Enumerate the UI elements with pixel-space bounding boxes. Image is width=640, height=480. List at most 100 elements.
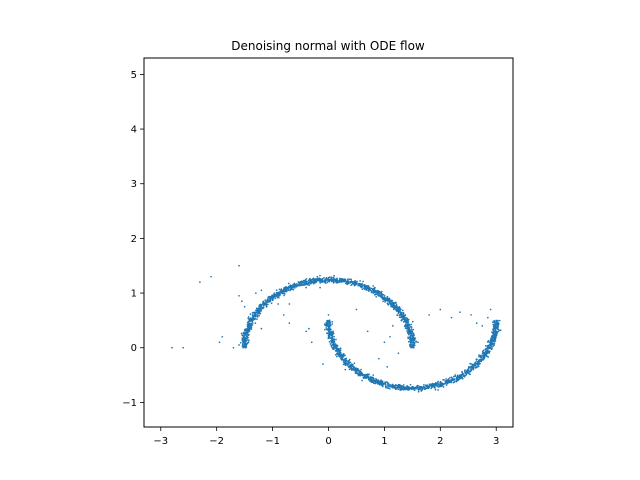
data-point: [325, 280, 327, 282]
data-point: [357, 284, 360, 287]
data-point: [408, 326, 411, 329]
data-point: [409, 336, 411, 338]
data-point: [271, 295, 274, 297]
data-point: [254, 292, 257, 294]
data-point: [412, 343, 415, 346]
data-point: [457, 375, 460, 378]
data-point: [332, 330, 334, 333]
data-point: [329, 343, 332, 345]
data-point: [417, 388, 420, 391]
data-point: [499, 329, 502, 332]
data-point: [465, 374, 468, 376]
data-point: [244, 346, 247, 349]
data-point: [332, 338, 335, 341]
data-point: [369, 380, 372, 383]
x-tick-label: 0: [325, 436, 331, 447]
data-point: [492, 323, 495, 326]
data-point: [372, 285, 375, 287]
data-point: [328, 280, 331, 283]
data-point: [267, 303, 269, 306]
data-point: [442, 386, 445, 388]
data-point: [491, 347, 493, 349]
data-point: [496, 331, 498, 334]
data-point: [350, 283, 353, 286]
data-point: [489, 347, 492, 349]
data-point: [318, 277, 321, 280]
data-point: [442, 383, 445, 386]
data-point: [249, 313, 252, 315]
data-point: [244, 333, 247, 336]
chart-title: Denoising normal with ODE flow: [231, 39, 425, 53]
data-point: [256, 318, 258, 320]
data-point: [260, 327, 263, 330]
data-point: [496, 322, 498, 325]
data-point: [335, 355, 338, 358]
data-point: [478, 354, 480, 356]
data-point: [248, 320, 250, 323]
data-point: [246, 342, 249, 345]
data-point: [345, 360, 347, 362]
data-point: [382, 296, 384, 299]
data-point: [377, 357, 380, 360]
data-point: [273, 296, 275, 298]
data-point: [356, 373, 359, 375]
data-point: [477, 365, 480, 368]
data-point: [370, 287, 373, 290]
data-point: [377, 294, 379, 297]
data-point: [349, 364, 352, 366]
data-point: [288, 322, 291, 324]
data-point: [297, 281, 300, 283]
data-point: [409, 329, 412, 332]
data-point: [352, 280, 354, 283]
data-point: [239, 341, 242, 344]
data-point: [373, 382, 375, 385]
data-point: [492, 339, 495, 342]
data-point: [452, 381, 455, 384]
data-point: [342, 361, 345, 363]
data-point: [372, 377, 375, 380]
data-point: [293, 286, 296, 289]
data-point: [397, 307, 399, 310]
data-point: [489, 308, 492, 311]
data-point: [245, 337, 248, 340]
data-point: [347, 365, 350, 368]
data-point: [411, 342, 414, 344]
data-point: [375, 377, 377, 380]
data-point: [318, 279, 321, 281]
data-point: [243, 345, 245, 348]
data-point: [356, 280, 358, 283]
data-point: [241, 339, 244, 341]
data-point: [498, 329, 501, 332]
data-point: [301, 280, 304, 283]
data-point: [365, 289, 368, 291]
data-point: [494, 329, 496, 332]
data-point: [282, 289, 285, 291]
data-point: [341, 356, 344, 359]
data-point: [358, 373, 360, 376]
data-point: [405, 319, 407, 322]
data-point: [355, 283, 358, 286]
data-point: [276, 296, 279, 299]
data-point: [411, 330, 414, 333]
data-point: [301, 284, 304, 287]
data-point: [469, 370, 471, 373]
data-point: [330, 276, 333, 279]
data-point: [410, 339, 413, 341]
data-point: [468, 372, 470, 375]
data-point: [444, 382, 447, 385]
data-point: [322, 363, 324, 365]
data-point: [440, 382, 443, 385]
data-point: [316, 275, 319, 278]
data-point: [400, 313, 403, 316]
data-point: [334, 280, 337, 282]
data-point: [308, 327, 310, 330]
data-point: [421, 388, 424, 391]
data-point: [278, 288, 281, 291]
data-point: [400, 319, 403, 322]
data-point: [273, 292, 276, 295]
data-point: [425, 387, 428, 390]
data-point: [490, 345, 493, 347]
data-point: [368, 373, 371, 376]
data-point: [337, 355, 340, 357]
data-point: [274, 297, 277, 300]
